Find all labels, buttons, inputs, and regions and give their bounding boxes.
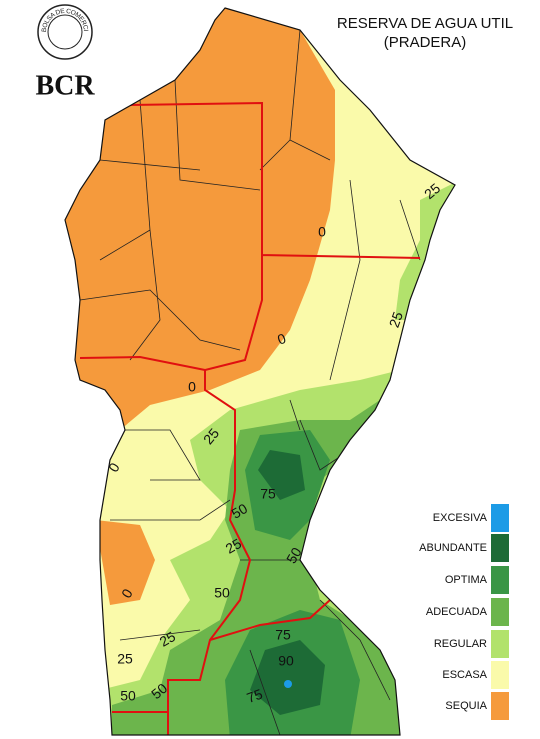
contour-label: 50 [229,500,251,522]
legend-label: SEQUIA [445,700,487,712]
contour-label: 75 [275,627,291,643]
contour-label: 90 [278,653,294,669]
contour-label: 0 [188,379,196,395]
legend-swatch [491,534,509,562]
abundante-area [258,450,305,500]
legend-swatch [491,566,509,594]
contour-label: 75 [245,686,265,706]
contour-label: 25 [223,535,245,557]
sequia-area [95,520,155,605]
logo-ring-text-path: BOLSA DE COMERCIO DE ROSARIO [0,0,89,32]
zone-borders [79,101,421,735]
legend-swatch [491,504,509,532]
sequia-area [65,8,335,430]
title-line: RESERVA DE AGUA UTIL [337,15,513,32]
logo: BOLSA DE COMERCIO DE ROSARIO BCR [0,0,95,101]
legend-label: REGULAR [434,638,487,650]
logo-initials: BCR [35,70,95,101]
contour-label: 25 [117,651,133,667]
department-borders [79,29,421,735]
legend-swatch [491,661,509,689]
contour-label: 25 [157,628,179,650]
title-line: (PRADERA) [384,34,467,51]
contour-label: 50 [214,585,230,601]
contour-label: 25 [386,309,406,329]
legend-label: EXCESIVA [433,512,488,524]
contour-label: 75 [260,486,276,502]
legend: EXCESIVA ABUNDANTE OPTIMA ADECUADA REGULAR ES… [419,504,509,720]
contour-label: 0 [318,224,326,240]
legend-label: ESCASA [442,669,487,681]
legend-swatch [491,692,509,720]
legend-label: ABUNDANTE [419,542,487,554]
abundante-area [250,640,325,715]
logo-inner [47,14,83,50]
contour-label: 50 [283,544,305,566]
contour-label: 50 [120,688,136,704]
legend-label: OPTIMA [445,574,488,586]
legend-label: ADECUADA [426,606,488,618]
legend-swatch [491,598,509,626]
logo-ring [37,4,93,60]
logo-ring-text: BOLSA DE COMERCIO DE ROSARIO [0,0,89,32]
legend-swatch [491,630,509,658]
excesiva-area [284,680,292,688]
